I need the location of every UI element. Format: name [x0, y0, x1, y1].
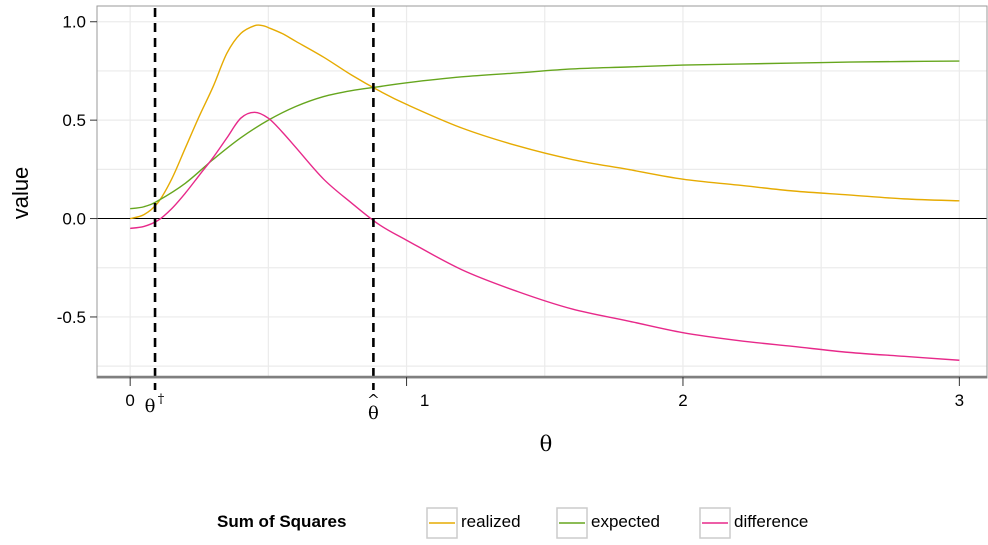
- y-tick-label: 1.0: [62, 13, 86, 32]
- x-tick-label: 0: [125, 391, 134, 410]
- y-tick-label: 0.5: [62, 111, 86, 130]
- plot-panel: [97, 6, 987, 378]
- series-line-difference: [130, 111, 960, 361]
- legend: Sum of Squares realized expected difference: [217, 507, 808, 539]
- legend-title: Sum of Squares: [217, 512, 346, 531]
- x-tick-label: 2: [678, 391, 687, 410]
- reference-line-label-2: ^θ: [367, 391, 380, 424]
- y-tick-label: -0.5: [57, 308, 86, 327]
- x-axis-title: θ: [540, 432, 553, 456]
- y-tick-label: 0.0: [62, 210, 86, 229]
- legend-item-expected: expected: [556, 507, 660, 539]
- legend-item-difference: difference: [699, 507, 808, 539]
- reference-lines: [153, 8, 375, 390]
- theta-dagger-label: θ: [145, 396, 156, 417]
- y-axis: 1.0 0.5 0.0 -0.5: [57, 13, 97, 327]
- legend-item-realized: realized: [426, 507, 521, 539]
- series-line-realized: [129, 24, 960, 220]
- legend-label: realized: [461, 512, 521, 531]
- dagger-superscript: †: [158, 392, 165, 407]
- hat-accent: ^: [367, 391, 380, 409]
- series-layer: [129, 24, 960, 361]
- y-axis-title: value: [8, 167, 33, 220]
- series-line-expected: [130, 60, 960, 210]
- legend-label: expected: [591, 512, 660, 531]
- reference-line-label-1: θ †: [145, 392, 165, 417]
- legend-label: difference: [734, 512, 808, 531]
- grid: [97, 6, 987, 376]
- x-axis: 0 1 2 3: [125, 377, 964, 410]
- reference-line-labels: θ † ^θ: [145, 391, 380, 424]
- theta-hat-label: θ: [368, 403, 379, 424]
- x-tick-label: 3: [955, 391, 964, 410]
- x-tick-label: 1: [420, 391, 429, 410]
